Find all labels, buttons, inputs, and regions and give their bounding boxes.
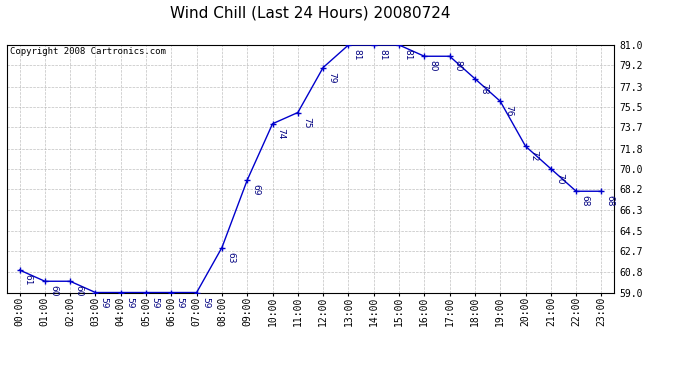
- Text: 68: 68: [606, 195, 615, 207]
- Text: 60: 60: [75, 285, 83, 297]
- Text: 70: 70: [555, 173, 564, 184]
- Text: 69: 69: [251, 184, 260, 196]
- Text: 59: 59: [150, 297, 159, 308]
- Text: 81: 81: [378, 49, 387, 61]
- Text: 80: 80: [454, 60, 463, 72]
- Text: 75: 75: [302, 117, 311, 128]
- Text: 74: 74: [277, 128, 286, 139]
- Text: 72: 72: [530, 150, 539, 162]
- Text: 59: 59: [99, 297, 108, 308]
- Text: 63: 63: [226, 252, 235, 263]
- Text: 79: 79: [327, 72, 336, 83]
- Text: Wind Chill (Last 24 Hours) 20080724: Wind Chill (Last 24 Hours) 20080724: [170, 6, 451, 21]
- Text: 68: 68: [580, 195, 589, 207]
- Text: 59: 59: [175, 297, 184, 308]
- Text: 81: 81: [353, 49, 362, 61]
- Text: 59: 59: [125, 297, 134, 308]
- Text: 76: 76: [504, 105, 513, 117]
- Text: 78: 78: [479, 83, 488, 94]
- Text: 60: 60: [49, 285, 58, 297]
- Text: 61: 61: [23, 274, 32, 286]
- Text: 80: 80: [428, 60, 437, 72]
- Text: 59: 59: [201, 297, 210, 308]
- Text: 81: 81: [403, 49, 412, 61]
- Text: Copyright 2008 Cartronics.com: Copyright 2008 Cartronics.com: [10, 48, 166, 57]
